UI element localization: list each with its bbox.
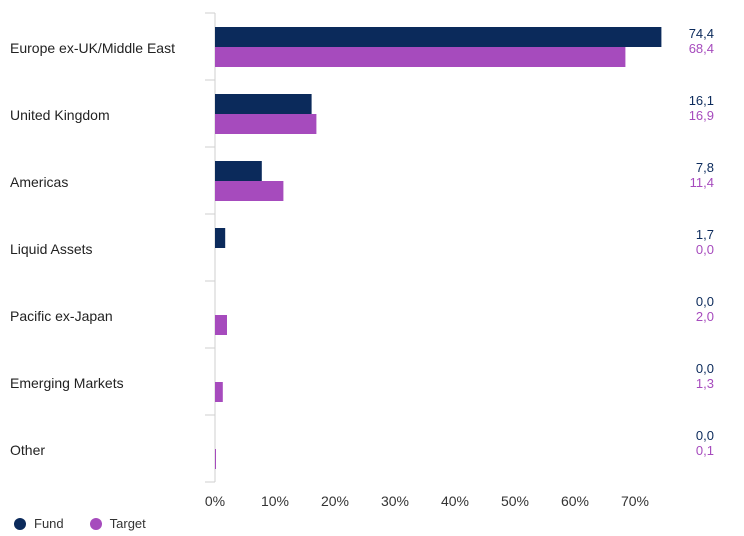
- bar-target: [215, 382, 223, 402]
- x-tick-label: 30%: [381, 493, 409, 509]
- x-tick-label: 50%: [501, 493, 529, 509]
- value-label-target: 1,3: [696, 376, 714, 391]
- x-axis-ticks: 0% 10% 20% 30% 40% 50% 60% 70%: [205, 493, 649, 509]
- value-label-target: 0,1: [696, 443, 714, 458]
- category-label: Pacific ex-Japan: [10, 308, 113, 324]
- category-label: Liquid Assets: [10, 241, 93, 257]
- legend-label-fund: Fund: [34, 516, 64, 531]
- legend-swatch-target: [89, 517, 102, 530]
- category-label: United Kingdom: [10, 107, 110, 123]
- bar-fund: [215, 94, 312, 114]
- bar-chart: Europe ex-UK/Middle East United Kingdom Am…: [10, 12, 714, 509]
- bar-fund: [215, 27, 662, 47]
- value-label-fund: 74,4: [689, 26, 714, 41]
- x-tick-label: 20%: [321, 493, 349, 509]
- category-labels: Europe ex-UK/Middle East United Kingdom Am…: [10, 40, 175, 458]
- value-label-fund: 1,7: [696, 227, 714, 242]
- legend-label-target: Target: [109, 516, 146, 531]
- value-label-target: 2,0: [696, 309, 714, 324]
- category-separators: [205, 12, 215, 483]
- bar-target: [215, 114, 317, 134]
- legend-item-target: Target: [89, 516, 146, 531]
- bar-target: [215, 449, 216, 469]
- bar-target: [215, 315, 227, 335]
- bar-fund: [215, 161, 262, 181]
- value-labels: 74,468,416,116,97,811,41,70,00,02,00,01,…: [689, 26, 714, 458]
- x-tick-label: 10%: [261, 493, 289, 509]
- legend-swatch-fund: [14, 517, 26, 530]
- value-label-target: 68,4: [689, 41, 714, 56]
- value-label-fund: 0,0: [696, 294, 714, 309]
- x-tick-label: 40%: [441, 493, 469, 509]
- value-label-fund: 0,0: [696, 361, 714, 376]
- x-tick-label: 70%: [621, 493, 649, 509]
- value-label-target: 16,9: [689, 108, 714, 123]
- bars: [215, 27, 662, 469]
- value-label-fund: 7,8: [696, 160, 714, 175]
- value-label-target: 11,4: [690, 175, 714, 190]
- category-label: Europe ex-UK/Middle East: [10, 40, 175, 56]
- x-tick-label: 60%: [561, 493, 589, 509]
- category-label: Other: [10, 442, 45, 458]
- x-tick-label: 0%: [205, 493, 225, 509]
- value-label-fund: 0,0: [696, 428, 714, 443]
- legend-item-fund: Fund: [14, 516, 64, 531]
- value-label-target: 0,0: [696, 242, 714, 257]
- bar-fund: [215, 228, 226, 248]
- category-label: Emerging Markets: [10, 375, 124, 391]
- category-label: Americas: [10, 174, 68, 190]
- bar-target: [215, 181, 284, 201]
- bar-target: [215, 47, 626, 67]
- legend: Fund Target: [14, 516, 172, 531]
- value-label-fund: 16,1: [689, 93, 714, 108]
